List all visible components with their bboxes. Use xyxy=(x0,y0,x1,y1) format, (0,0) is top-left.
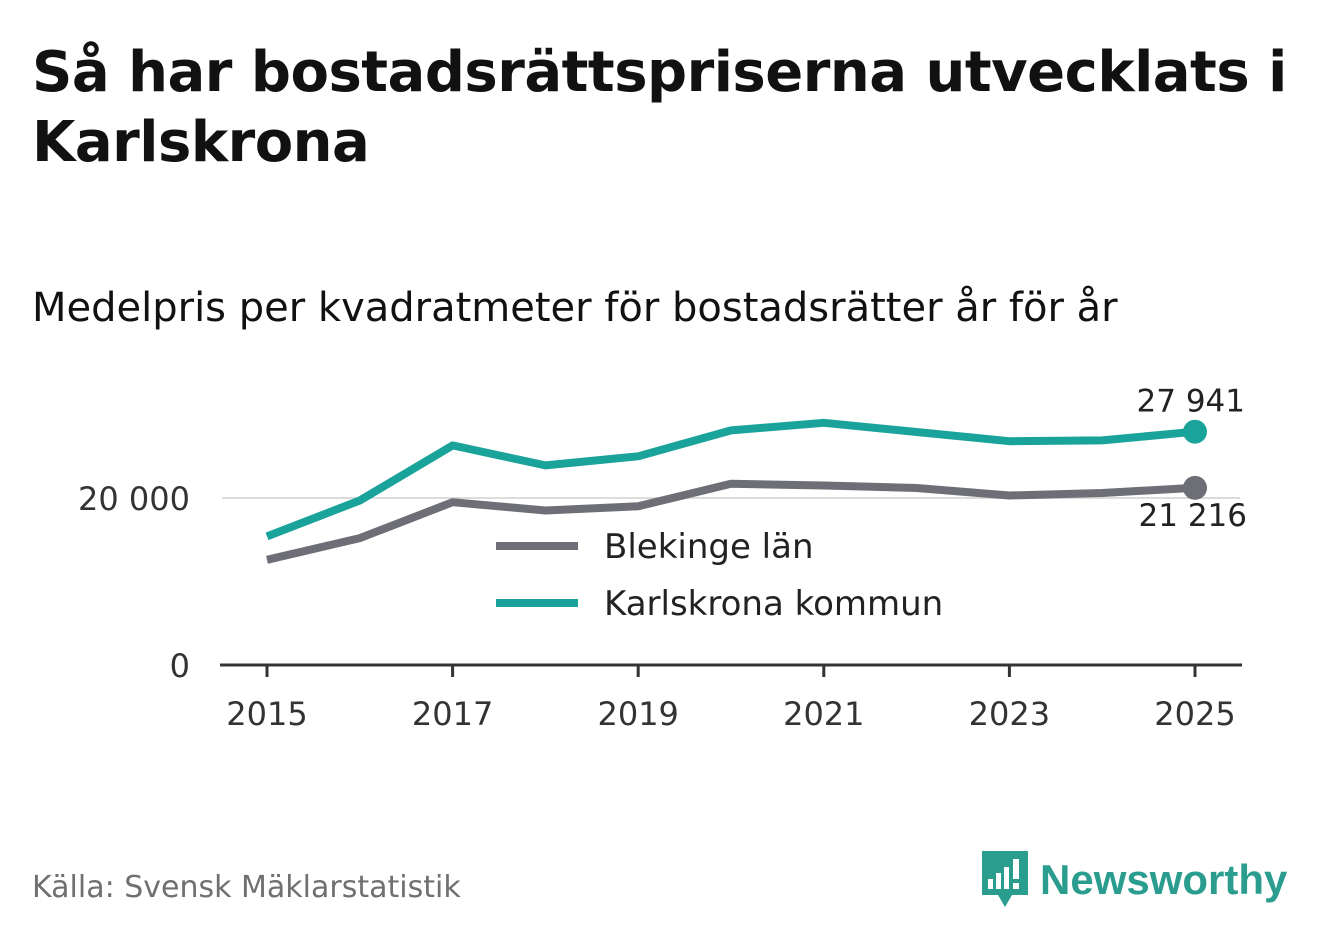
series-line-blekinge xyxy=(266,479,1196,564)
x-tick-label: 2025 xyxy=(1154,695,1235,733)
x-tick-label: 2021 xyxy=(783,695,864,733)
y-tick-label: 0 xyxy=(170,647,190,685)
end-value-label: 27 941 xyxy=(1137,384,1245,420)
y-tick-label: 20 000 xyxy=(78,480,190,518)
legend-label: Karlskrona kommun xyxy=(604,584,943,624)
series-end-point xyxy=(1183,419,1207,444)
chart-subtitle: Medelpris per kvadratmeter för bostadsrä… xyxy=(32,285,1118,331)
series-end-point xyxy=(1183,475,1207,500)
legend-label: Blekinge län xyxy=(604,527,814,567)
end-value-label: 21 216 xyxy=(1139,498,1247,534)
source-note: Källa: Svensk Mäklarstatistik xyxy=(32,870,461,905)
brand-name: Newsworthy xyxy=(1040,856,1288,903)
series-line-karlskrona xyxy=(265,418,1196,541)
x-tick-label: 2023 xyxy=(969,695,1050,733)
line-chart: 0 20 000 2015 2017 2019 2021 2023 2025 21 216 27 … xyxy=(78,384,1247,733)
x-tick-label: 2019 xyxy=(597,695,678,733)
x-tick-label: 2015 xyxy=(226,695,307,733)
newsworthy-logo[interactable]: Newsworthy xyxy=(980,848,1287,912)
x-tick-label: 2017 xyxy=(412,695,493,733)
chart-title: Så har bostadsrättspriserna utvecklats i… xyxy=(32,40,1287,175)
bar-chart-logo-icon xyxy=(982,851,1028,907)
